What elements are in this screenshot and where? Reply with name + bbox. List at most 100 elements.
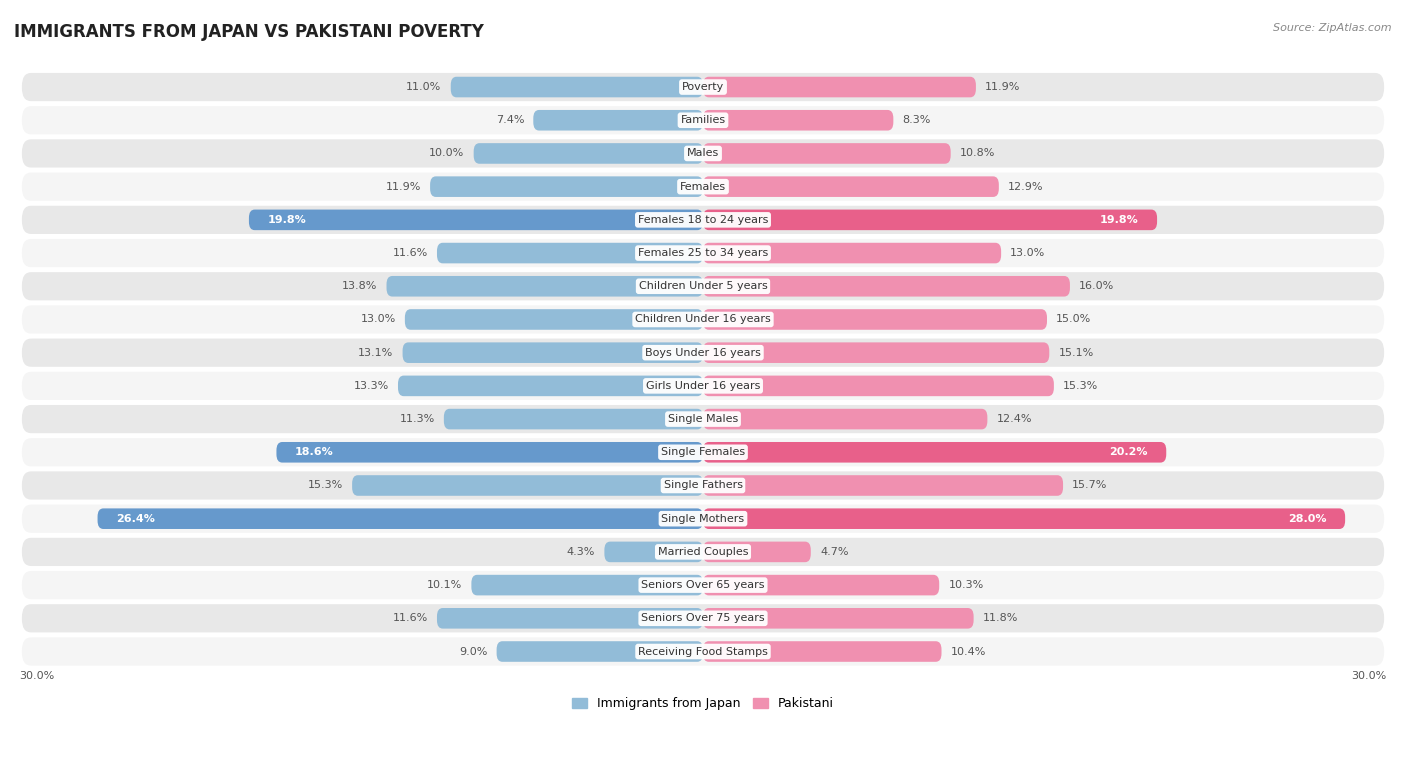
FancyBboxPatch shape [249, 209, 703, 230]
Text: 10.0%: 10.0% [429, 149, 464, 158]
Text: 11.9%: 11.9% [986, 82, 1021, 92]
FancyBboxPatch shape [703, 343, 1049, 363]
Text: Poverty: Poverty [682, 82, 724, 92]
Text: 4.3%: 4.3% [567, 547, 595, 557]
FancyBboxPatch shape [97, 509, 703, 529]
Text: 8.3%: 8.3% [903, 115, 931, 125]
FancyBboxPatch shape [22, 438, 1384, 466]
Text: 7.4%: 7.4% [496, 115, 524, 125]
Text: 11.9%: 11.9% [385, 182, 420, 192]
FancyBboxPatch shape [22, 173, 1384, 201]
FancyBboxPatch shape [703, 243, 1001, 263]
Text: 10.4%: 10.4% [950, 647, 986, 656]
FancyBboxPatch shape [22, 637, 1384, 666]
Text: Single Fathers: Single Fathers [664, 481, 742, 490]
Text: 18.6%: 18.6% [295, 447, 333, 457]
Text: 15.3%: 15.3% [308, 481, 343, 490]
FancyBboxPatch shape [471, 575, 703, 595]
Text: Single Females: Single Females [661, 447, 745, 457]
Text: 13.0%: 13.0% [1011, 248, 1046, 258]
Text: Males: Males [688, 149, 718, 158]
Text: 15.7%: 15.7% [1073, 481, 1108, 490]
Text: Single Mothers: Single Mothers [661, 514, 745, 524]
FancyBboxPatch shape [22, 471, 1384, 500]
Text: IMMIGRANTS FROM JAPAN VS PAKISTANI POVERTY: IMMIGRANTS FROM JAPAN VS PAKISTANI POVER… [14, 23, 484, 41]
Text: 10.1%: 10.1% [427, 580, 463, 590]
Text: Girls Under 16 years: Girls Under 16 years [645, 381, 761, 391]
FancyBboxPatch shape [437, 608, 703, 628]
Text: 12.4%: 12.4% [997, 414, 1032, 424]
Text: 30.0%: 30.0% [1351, 672, 1386, 681]
FancyBboxPatch shape [703, 375, 1054, 396]
FancyBboxPatch shape [444, 409, 703, 429]
Text: 15.0%: 15.0% [1056, 315, 1091, 324]
Text: 13.8%: 13.8% [342, 281, 377, 291]
Text: 13.3%: 13.3% [353, 381, 389, 391]
Text: 26.4%: 26.4% [115, 514, 155, 524]
Text: 13.0%: 13.0% [360, 315, 395, 324]
Text: 28.0%: 28.0% [1288, 514, 1327, 524]
FancyBboxPatch shape [474, 143, 703, 164]
Text: 10.3%: 10.3% [949, 580, 984, 590]
FancyBboxPatch shape [703, 608, 973, 628]
Legend: Immigrants from Japan, Pakistani: Immigrants from Japan, Pakistani [567, 692, 839, 715]
FancyBboxPatch shape [22, 537, 1384, 566]
FancyBboxPatch shape [437, 243, 703, 263]
Text: 11.0%: 11.0% [406, 82, 441, 92]
FancyBboxPatch shape [703, 276, 1070, 296]
FancyBboxPatch shape [496, 641, 703, 662]
FancyBboxPatch shape [703, 542, 811, 562]
FancyBboxPatch shape [703, 177, 998, 197]
FancyBboxPatch shape [352, 475, 703, 496]
FancyBboxPatch shape [22, 73, 1384, 101]
FancyBboxPatch shape [277, 442, 703, 462]
Text: Families: Families [681, 115, 725, 125]
Text: 16.0%: 16.0% [1080, 281, 1115, 291]
FancyBboxPatch shape [22, 305, 1384, 334]
FancyBboxPatch shape [451, 77, 703, 97]
FancyBboxPatch shape [405, 309, 703, 330]
FancyBboxPatch shape [22, 505, 1384, 533]
FancyBboxPatch shape [703, 641, 942, 662]
FancyBboxPatch shape [22, 604, 1384, 632]
FancyBboxPatch shape [22, 371, 1384, 400]
FancyBboxPatch shape [22, 405, 1384, 433]
Text: 11.3%: 11.3% [399, 414, 434, 424]
Text: 15.3%: 15.3% [1063, 381, 1098, 391]
FancyBboxPatch shape [605, 542, 703, 562]
Text: Females 25 to 34 years: Females 25 to 34 years [638, 248, 768, 258]
Text: Seniors Over 75 years: Seniors Over 75 years [641, 613, 765, 623]
Text: 20.2%: 20.2% [1109, 447, 1147, 457]
FancyBboxPatch shape [387, 276, 703, 296]
FancyBboxPatch shape [22, 272, 1384, 300]
Text: Females: Females [681, 182, 725, 192]
FancyBboxPatch shape [703, 509, 1346, 529]
Text: Children Under 16 years: Children Under 16 years [636, 315, 770, 324]
FancyBboxPatch shape [22, 239, 1384, 267]
FancyBboxPatch shape [703, 409, 987, 429]
Text: 9.0%: 9.0% [458, 647, 488, 656]
FancyBboxPatch shape [22, 106, 1384, 134]
FancyBboxPatch shape [703, 110, 893, 130]
Text: 11.8%: 11.8% [983, 613, 1018, 623]
Text: 13.1%: 13.1% [359, 348, 394, 358]
Text: 15.1%: 15.1% [1059, 348, 1094, 358]
Text: 10.8%: 10.8% [960, 149, 995, 158]
Text: Single Males: Single Males [668, 414, 738, 424]
FancyBboxPatch shape [703, 475, 1063, 496]
Text: Seniors Over 65 years: Seniors Over 65 years [641, 580, 765, 590]
Text: Source: ZipAtlas.com: Source: ZipAtlas.com [1274, 23, 1392, 33]
FancyBboxPatch shape [703, 143, 950, 164]
FancyBboxPatch shape [703, 309, 1047, 330]
FancyBboxPatch shape [398, 375, 703, 396]
FancyBboxPatch shape [703, 77, 976, 97]
FancyBboxPatch shape [22, 205, 1384, 234]
Text: Receiving Food Stamps: Receiving Food Stamps [638, 647, 768, 656]
FancyBboxPatch shape [22, 571, 1384, 600]
FancyBboxPatch shape [22, 339, 1384, 367]
FancyBboxPatch shape [703, 209, 1157, 230]
FancyBboxPatch shape [703, 575, 939, 595]
Text: 19.8%: 19.8% [1099, 215, 1139, 225]
Text: Boys Under 16 years: Boys Under 16 years [645, 348, 761, 358]
Text: 11.6%: 11.6% [392, 613, 427, 623]
